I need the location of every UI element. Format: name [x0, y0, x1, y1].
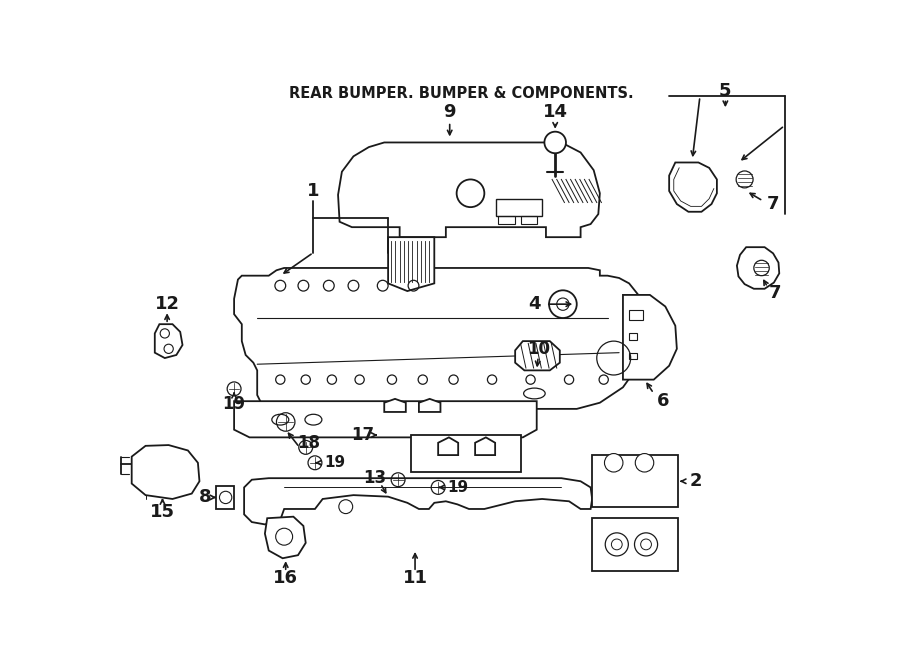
Bar	[629, 310, 643, 319]
Polygon shape	[131, 445, 200, 499]
Circle shape	[605, 533, 628, 556]
Text: 3: 3	[640, 540, 652, 558]
Polygon shape	[244, 478, 592, 524]
Polygon shape	[384, 399, 406, 412]
Text: 19: 19	[324, 455, 346, 470]
Text: 6: 6	[657, 392, 670, 410]
Text: 1: 1	[307, 182, 320, 200]
Polygon shape	[234, 268, 650, 409]
Bar	[496, 199, 542, 215]
Circle shape	[544, 132, 566, 153]
Bar	[499, 216, 515, 224]
Bar	[592, 455, 679, 508]
Polygon shape	[475, 438, 495, 455]
Text: 18: 18	[297, 434, 320, 451]
Circle shape	[634, 533, 658, 556]
Bar	[520, 216, 537, 224]
Text: 2: 2	[690, 472, 702, 490]
Bar	[629, 353, 637, 359]
Circle shape	[605, 453, 623, 472]
Polygon shape	[216, 486, 234, 509]
Polygon shape	[265, 517, 306, 559]
Polygon shape	[418, 399, 440, 412]
Text: 14: 14	[543, 102, 568, 121]
Text: 4: 4	[528, 295, 541, 313]
Text: REAR BUMPER. BUMPER & COMPONENTS.: REAR BUMPER. BUMPER & COMPONENTS.	[289, 86, 634, 100]
Text: 15: 15	[150, 503, 175, 521]
Bar	[592, 518, 679, 570]
Polygon shape	[411, 435, 521, 472]
Polygon shape	[515, 341, 560, 370]
Polygon shape	[737, 247, 779, 289]
Polygon shape	[669, 163, 717, 212]
Polygon shape	[234, 401, 536, 438]
Circle shape	[635, 453, 653, 472]
Text: 13: 13	[364, 469, 387, 487]
Polygon shape	[438, 438, 458, 455]
Text: 19: 19	[447, 480, 469, 495]
Polygon shape	[155, 324, 183, 358]
Text: 8: 8	[199, 488, 212, 506]
Text: 17: 17	[351, 426, 374, 444]
Text: 19: 19	[222, 395, 246, 413]
Polygon shape	[623, 295, 677, 379]
Polygon shape	[388, 237, 435, 291]
Text: 11: 11	[402, 569, 428, 587]
Text: 7: 7	[770, 284, 782, 302]
Text: 7: 7	[767, 195, 779, 213]
Polygon shape	[338, 143, 599, 237]
Text: 16: 16	[274, 569, 298, 587]
Text: 5: 5	[719, 82, 732, 100]
Text: 9: 9	[444, 102, 456, 121]
Text: 12: 12	[155, 295, 180, 313]
Text: 10: 10	[526, 340, 550, 358]
Bar	[629, 333, 637, 340]
